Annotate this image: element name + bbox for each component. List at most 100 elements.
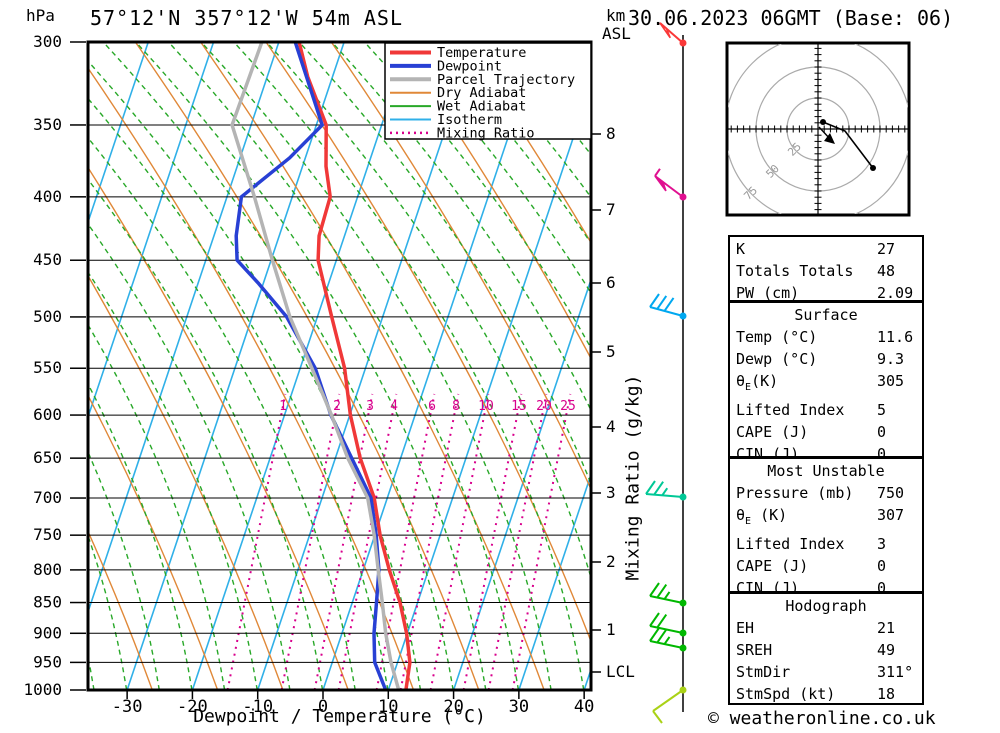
km-tick-label: 7	[606, 200, 616, 219]
table-row-value: 49	[877, 641, 896, 659]
isotherm-line	[322, 42, 541, 690]
table-row: Lifted Index 5	[736, 399, 922, 421]
wet-adiabat-line	[135, 42, 487, 690]
isotherm-line	[88, 42, 280, 615]
km-tick-label: 5	[606, 342, 616, 361]
wind-barb	[645, 480, 687, 501]
table-row-label: CAPE (J)	[736, 557, 809, 575]
dry-adiabat-line	[265, 42, 591, 644]
table-row: StmDir 311°	[736, 661, 922, 683]
wet-adiabat-line	[200, 42, 552, 690]
legend-item-label: Parcel Trajectory	[437, 72, 575, 88]
pressure-tick-label: 700	[33, 488, 62, 507]
table-row: SREH 49	[736, 639, 922, 661]
table-row-label: K	[736, 240, 746, 258]
wet-adiabat-line	[88, 382, 193, 690]
axis-ticks	[70, 41, 601, 699]
temperature-tick-label: -20	[177, 697, 208, 717]
pressure-tick-label: 600	[33, 405, 62, 424]
temperature-tick-label: 40	[574, 697, 594, 717]
table-row-label: Totals Totals	[736, 262, 854, 280]
table-row-value: 27	[877, 240, 896, 258]
km-tick-label: 8	[606, 124, 616, 143]
plot-frame	[86, 40, 593, 692]
wind-barb	[649, 293, 687, 320]
table-section-header: Hodograph	[785, 597, 867, 615]
dry-adiabat-line	[88, 529, 153, 690]
wind-barb	[654, 168, 687, 201]
wet-adiabat-line	[88, 60, 422, 690]
table-row: StmSpd (kt) 18	[736, 683, 922, 705]
legend-item-label: Dry Adiabat	[437, 85, 526, 101]
dry-adiabat-line	[88, 66, 415, 690]
table-row-label: EH	[736, 619, 755, 637]
mixing-ratio-value-label: 25	[560, 399, 576, 414]
km-axis-label: km	[606, 6, 626, 25]
pressure-tick-label: 900	[33, 623, 62, 642]
table-row-value: 5	[877, 401, 887, 419]
wet-adiabat-line	[396, 42, 591, 295]
table-row-label: θE (K)	[736, 506, 788, 527]
station-title: 57°12'N 357°12'W 54m ASL	[90, 6, 403, 30]
table-row-value: 0	[877, 445, 887, 463]
pressure-tick-label: 750	[33, 525, 62, 544]
wet-adiabat-line	[88, 178, 324, 690]
temperature-curve	[297, 42, 412, 690]
mixing-ratio-value-label: 1	[279, 399, 287, 414]
dry-adiabat-line	[395, 42, 591, 360]
wet-adiabat-line	[265, 42, 591, 581]
pressure-tick-label: 650	[33, 448, 62, 467]
pressure-tick-label: 950	[33, 652, 62, 671]
mixing-ratio-value-label: 20	[536, 399, 552, 414]
table-row-value: 11.6	[877, 328, 914, 346]
wet-adiabat-line	[88, 323, 226, 690]
legend-item-label: Temperature	[437, 45, 526, 61]
table-section-header: Most Unstable	[767, 462, 885, 480]
mixing-ratio-value-label: 3	[366, 399, 374, 414]
table-row-value: 18	[877, 685, 896, 703]
km-tick-label: 4	[606, 417, 616, 436]
wet-adiabat-line	[102, 42, 454, 690]
wet-adiabat-line	[331, 42, 591, 412]
temperature-tick-label: 0	[318, 697, 328, 717]
sounding-curves	[230, 42, 412, 690]
isotherm-line	[387, 82, 591, 690]
pressure-tick-label: 550	[33, 358, 62, 377]
pressure-tick-label: 350	[33, 115, 62, 134]
wind-barb	[649, 582, 687, 607]
isotherm-line	[452, 277, 591, 690]
table-row-value: 750	[877, 484, 905, 502]
mixing-ratio-axis-label: Mixing Ratio (g/kg)	[622, 374, 644, 581]
wet-adiabat-line	[88, 450, 160, 690]
legend-item-label: Mixing Ratio	[437, 125, 535, 141]
table-row: Pressure (mb) 750	[736, 482, 922, 504]
wet-adiabat-line	[461, 42, 591, 199]
table-row-value: 21	[877, 619, 896, 637]
wind-barb-column	[645, 22, 687, 724]
pressure-tick-label: 300	[33, 32, 62, 51]
indices-table-section: Hodograph EH 21 SREH 49 StmDir 311° StmSpd (kt)…	[728, 592, 924, 705]
table-row: Dewp (°C) 9.3	[736, 348, 922, 370]
table-row-label: CAPE (J)	[736, 423, 809, 441]
temperature-tick-label: -30	[112, 697, 143, 717]
wet-adiabat-line	[429, 42, 591, 245]
wind-barb	[649, 612, 687, 637]
table-row-value: 0	[877, 423, 887, 441]
pressure-tick-label: 1000	[23, 680, 62, 699]
pressure-tick-label: 500	[33, 307, 62, 326]
temperature-tick-label: -10	[242, 697, 273, 717]
asl-axis-label: ASL	[602, 24, 631, 43]
wind-barb	[649, 627, 687, 652]
dry-adiabat-line	[461, 42, 591, 244]
table-row-label: StmSpd (kt)	[736, 685, 836, 703]
table-row-label: Dewp (°C)	[736, 350, 818, 368]
mixing-ratio-line	[313, 393, 374, 690]
table-row-value: 311°	[877, 663, 914, 681]
background-line-families	[88, 42, 591, 690]
mixing-ratio-value-label: 10	[478, 399, 494, 414]
table-row-label: StmDir	[736, 663, 791, 681]
pressure-gridlines	[88, 124, 591, 663]
table-row-label: Lifted Index	[736, 401, 845, 419]
